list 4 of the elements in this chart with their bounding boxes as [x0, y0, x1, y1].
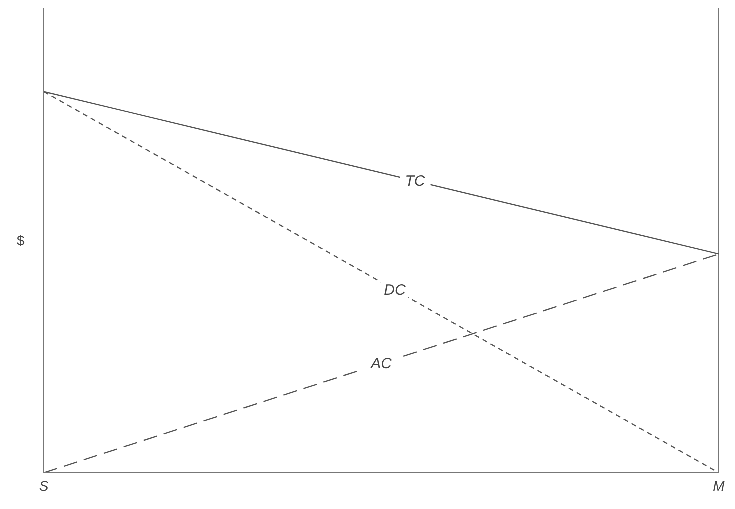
- x-tick-label: S: [39, 478, 50, 494]
- y-axis-title: $: [17, 232, 25, 248]
- series-label: DC: [384, 282, 406, 300]
- x-tick-label: M: [713, 478, 726, 494]
